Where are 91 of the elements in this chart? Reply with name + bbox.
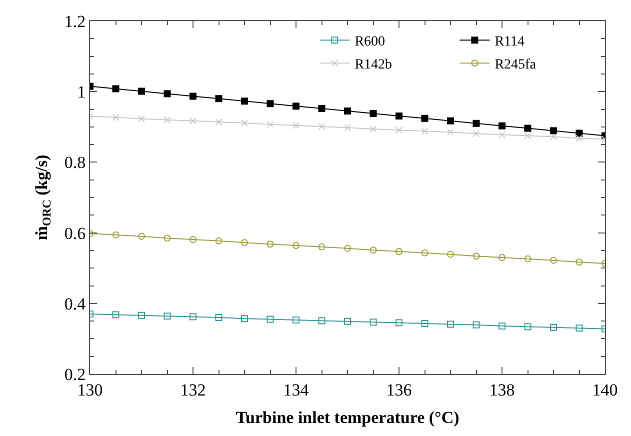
point (344, 124, 351, 132)
y-tick-label: 1.2 (64, 12, 86, 31)
point (370, 246, 377, 254)
point (498, 322, 506, 330)
point (215, 95, 222, 102)
point (266, 240, 274, 248)
point (344, 244, 351, 252)
point (215, 314, 222, 322)
point (370, 126, 377, 133)
point (318, 123, 326, 130)
point (447, 117, 454, 124)
x-axis-title: Turbine inlet temperature (°C) (236, 408, 460, 427)
point (498, 254, 506, 262)
y-tick-label: 1 (77, 82, 86, 102)
point (421, 249, 428, 256)
point (138, 232, 145, 240)
point (190, 236, 196, 244)
point (215, 237, 222, 244)
point (447, 320, 454, 328)
point (498, 122, 506, 130)
y-tick-label: 0.6 (64, 224, 86, 243)
point (472, 321, 480, 328)
point (318, 243, 326, 250)
x-tick-label: 134 (283, 380, 310, 400)
point (550, 324, 557, 331)
point (112, 231, 120, 238)
point (576, 324, 583, 332)
x-tick-label: 140 (592, 380, 618, 400)
point (576, 134, 583, 142)
point (396, 126, 402, 134)
point (292, 242, 300, 250)
legend-label: R245fa (494, 58, 537, 73)
point (318, 105, 326, 112)
point (498, 131, 506, 138)
point (472, 120, 480, 127)
point (421, 128, 428, 135)
point (576, 130, 583, 137)
point (292, 122, 300, 129)
point (112, 85, 120, 92)
point (190, 117, 196, 124)
point (524, 255, 532, 262)
y-tick-label: 0.8 (64, 153, 86, 172)
point (344, 318, 351, 325)
point (421, 320, 428, 328)
point (421, 114, 428, 122)
point (112, 114, 120, 121)
point (190, 313, 196, 320)
point (524, 124, 532, 132)
point (164, 90, 171, 98)
point (138, 115, 145, 122)
point (472, 252, 480, 260)
point (266, 120, 274, 128)
point (138, 88, 145, 95)
point (292, 102, 300, 110)
x-tick-label: 136 (386, 380, 412, 400)
point (266, 316, 274, 323)
point (576, 258, 583, 266)
point (370, 318, 377, 326)
point (266, 100, 274, 108)
legend-label: R114 (494, 34, 525, 50)
point (164, 116, 171, 124)
point (550, 256, 557, 264)
legend-label: R142b (354, 58, 392, 73)
point (215, 118, 222, 126)
point (241, 98, 248, 105)
point (318, 317, 326, 324)
point (524, 132, 532, 140)
point (472, 130, 480, 138)
point (138, 312, 145, 319)
point (550, 133, 557, 140)
x-tick-label: 138 (489, 380, 515, 400)
point (241, 120, 248, 127)
point (190, 92, 196, 100)
point (396, 248, 402, 256)
x-tick-label: 132 (180, 380, 206, 400)
point (396, 112, 402, 120)
y-tick-label: 0.4 (64, 294, 86, 314)
point (164, 234, 171, 242)
point (524, 323, 532, 330)
point (370, 110, 377, 117)
point (164, 312, 171, 320)
point (241, 239, 248, 246)
point (396, 319, 402, 326)
point (241, 315, 248, 322)
point (550, 127, 557, 134)
point (292, 316, 300, 324)
point (447, 128, 454, 136)
point (344, 108, 351, 115)
point (447, 250, 454, 258)
legend-label: R600 (354, 34, 386, 50)
point (112, 311, 120, 318)
